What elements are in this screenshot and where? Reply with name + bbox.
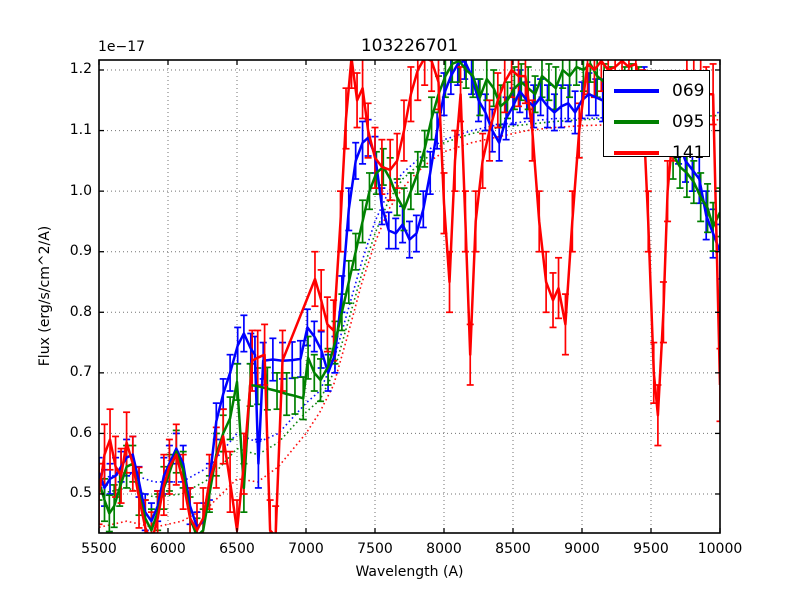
series-141: [99, 60, 720, 533]
x-tick-label: 8500: [495, 541, 531, 557]
tick-marks: [98, 60, 721, 533]
x-tick-label: 7500: [357, 541, 393, 557]
x-tick-label: 7000: [288, 541, 324, 557]
x-tick-label: 8000: [426, 541, 462, 557]
x-tick-label: 9500: [633, 541, 669, 557]
y-tick-label: 1.1: [69, 122, 92, 139]
x-axis-label: Wavelength (A): [355, 564, 464, 580]
x-tick-label: 9000: [564, 541, 600, 557]
plot-title: 103226701: [360, 36, 459, 56]
y-tick-label: 0.5: [69, 485, 92, 502]
series-141-template: [99, 118, 720, 529]
y-tick-label: 0.6: [69, 424, 92, 441]
axes-frame: [98, 59, 721, 534]
x-tick-label: 5500: [81, 541, 117, 557]
legend-line-sample-095: [614, 120, 659, 124]
legend-line-sample-069: [614, 89, 659, 93]
legend-label-141: 141: [672, 142, 705, 163]
legend-label-069: 069: [672, 80, 705, 101]
y-tick-label: 0.7: [69, 364, 92, 381]
legend-line-sample-141: [614, 151, 659, 155]
legend: 069 095 141: [603, 70, 710, 161]
y-tick-label: 1.2: [69, 61, 92, 78]
y-tick-label: 0.9: [69, 243, 92, 260]
y-tick-label: 0.8: [69, 303, 92, 320]
x-tick-label: 10000: [697, 541, 743, 557]
legend-entry-069: 069: [614, 80, 709, 102]
x-tick-label: 6500: [219, 541, 255, 557]
y-tick-label: 1.0: [69, 182, 92, 199]
legend-entry-141: 141: [614, 142, 709, 164]
legend-entry-095: 095: [614, 111, 709, 133]
y-axis-offset-text: 1e−17: [98, 39, 146, 55]
x-tick-label: 6000: [150, 541, 186, 557]
legend-label-095: 095: [672, 111, 705, 132]
